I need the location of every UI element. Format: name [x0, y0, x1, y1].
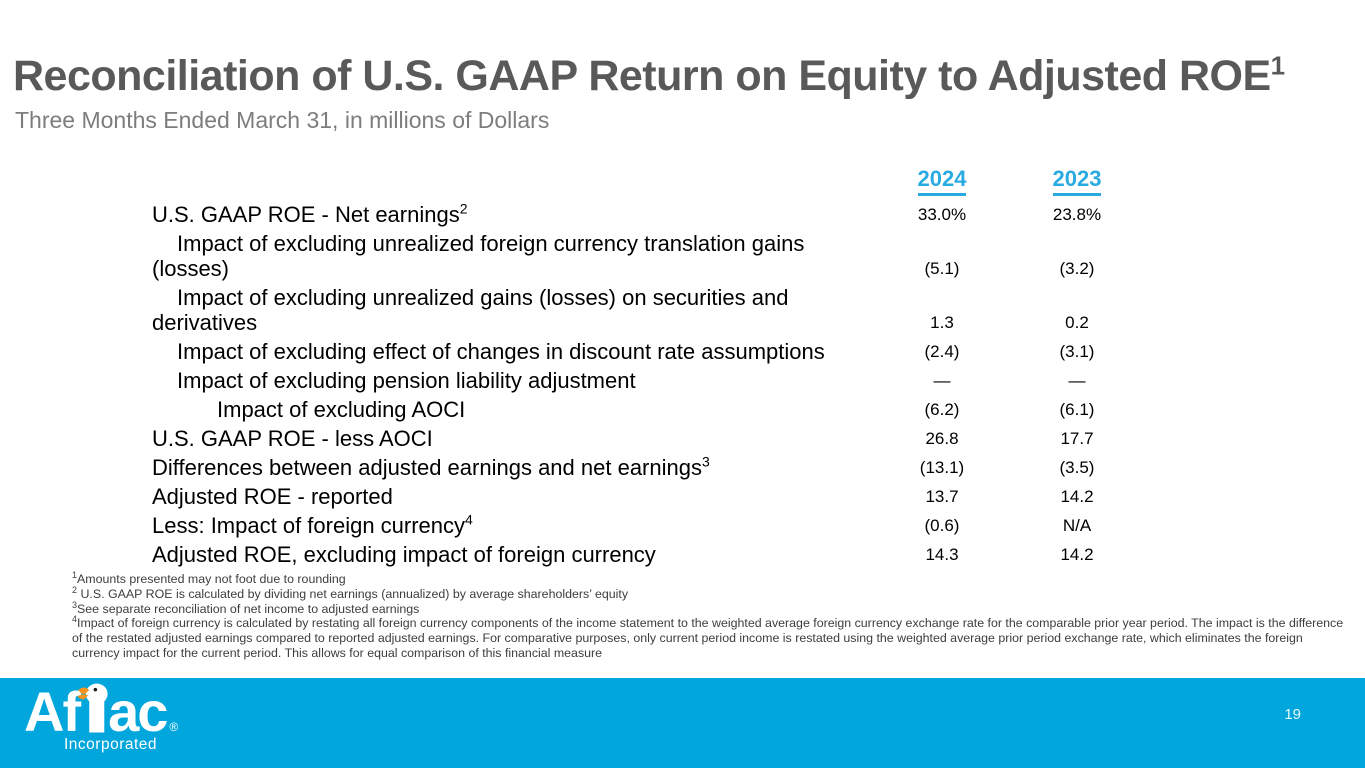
- page-title: Reconciliation of U.S. GAAP Return on Eq…: [13, 52, 1285, 101]
- row-label: Adjusted ROE - reported: [152, 484, 393, 509]
- table-row: Differences between adjusted earnings an…: [152, 455, 1144, 480]
- footnote-ref: 4: [465, 511, 473, 528]
- value-2024: (5.1): [924, 259, 960, 278]
- column-header-2023: 2023: [1012, 166, 1142, 196]
- value-2024: (6.2): [924, 400, 960, 419]
- row-label: Impact of excluding unrealized foreign c…: [152, 231, 805, 281]
- value-2024: 13.7: [925, 487, 959, 506]
- value-2023: (6.1): [1059, 400, 1095, 419]
- row-label: Impact of excluding pension liability ad…: [177, 368, 636, 393]
- table-row: U.S. GAAP ROE - less AOCI 26.8 17.7: [152, 426, 1144, 451]
- value-2024: 33.0%: [917, 205, 967, 224]
- row-label: U.S. GAAP ROE - Net earnings2: [152, 200, 468, 227]
- table-header-row: 2024 2023: [152, 166, 1144, 196]
- value-2023: 17.7: [1060, 429, 1094, 448]
- table-header-spacer: [152, 166, 872, 196]
- value-2024: (13.1): [919, 458, 965, 477]
- footnotes: 1Amounts presented may not foot due to r…: [72, 569, 1344, 661]
- page-number: 19: [1284, 706, 1301, 723]
- page-title-footnote-ref: 1: [1270, 50, 1285, 81]
- footnote-2: 2 U.S. GAAP ROE is calculated by dividin…: [72, 584, 629, 601]
- table-row: Impact of excluding effect of changes in…: [152, 339, 1144, 364]
- aflac-duck-icon: [77, 683, 108, 733]
- column-header-2024: 2024: [872, 166, 1012, 196]
- value-2023: —: [1068, 371, 1086, 390]
- footnote-ref: 3: [701, 453, 710, 470]
- row-label: Adjusted ROE, excluding impact of foreig…: [152, 542, 656, 567]
- registered-mark: ®: [169, 720, 179, 734]
- value-2023: 23.8%: [1052, 205, 1102, 224]
- value-2023: (3.1): [1059, 342, 1095, 361]
- aflac-logo-text-right: ac: [108, 680, 168, 743]
- table-row: Impact of excluding pension liability ad…: [152, 368, 1144, 393]
- value-2024: 26.8: [925, 429, 959, 448]
- aflac-logo: Af ac ® Incorporated: [24, 680, 179, 754]
- page-title-text: Reconciliation of U.S. GAAP Return on Eq…: [13, 52, 1271, 100]
- value-2023: (3.5): [1059, 458, 1095, 477]
- value-2023: 14.2: [1060, 545, 1094, 564]
- footnote-1: 1Amounts presented may not foot due to r…: [72, 569, 346, 586]
- value-2023: 0.2: [1065, 313, 1089, 332]
- row-label: U.S. GAAP ROE - less AOCI: [152, 426, 433, 451]
- row-label: Impact of excluding AOCI: [217, 397, 466, 422]
- value-2024: 1.3: [930, 313, 954, 332]
- table-row: Impact of excluding AOCI (6.2) (6.1): [152, 397, 1144, 422]
- value-2024: (0.6): [924, 516, 960, 535]
- table-row: Impact of excluding unrealized foreign c…: [152, 231, 1144, 281]
- value-2023: 14.2: [1060, 487, 1094, 506]
- value-2023: (3.2): [1059, 259, 1095, 278]
- row-label: Impact of excluding unrealized gains (lo…: [152, 285, 789, 335]
- row-label: Impact of excluding effect of changes in…: [177, 339, 825, 364]
- value-2023: N/A: [1062, 516, 1092, 535]
- value-2024: (2.4): [924, 342, 960, 361]
- table-row: U.S. GAAP ROE - Net earnings2 33.0% 23.8…: [152, 202, 1144, 227]
- footer-bar: Af ac ® Incorporated 19: [0, 678, 1365, 768]
- table-row: Adjusted ROE - reported 13.7 14.2: [152, 484, 1144, 509]
- row-label: Differences between adjusted earnings an…: [152, 453, 710, 480]
- aflac-logo-text-left: Af: [24, 680, 81, 743]
- row-label: Less: Impact of foreign currency4: [152, 511, 473, 538]
- page-subtitle: Three Months Ended March 31, in millions…: [15, 107, 550, 133]
- value-2024: 14.3: [925, 545, 959, 564]
- table-row: Less: Impact of foreign currency4 (0.6) …: [152, 513, 1144, 538]
- value-2024: —: [933, 371, 951, 390]
- footnote-ref: 2: [459, 200, 468, 217]
- footnote-4: 4Impact of foreign currency is calculate…: [72, 614, 1344, 660]
- aflac-logo-subtext: Incorporated: [64, 736, 158, 753]
- reconciliation-table: 2024 2023 U.S. GAAP ROE - Net earnings2 …: [152, 166, 1144, 567]
- table-row: Impact of excluding unrealized gains (lo…: [152, 285, 1144, 335]
- table-row: Adjusted ROE, excluding impact of foreig…: [152, 542, 1144, 567]
- footnote-3: 3See separate reconciliation of net inco…: [72, 599, 420, 616]
